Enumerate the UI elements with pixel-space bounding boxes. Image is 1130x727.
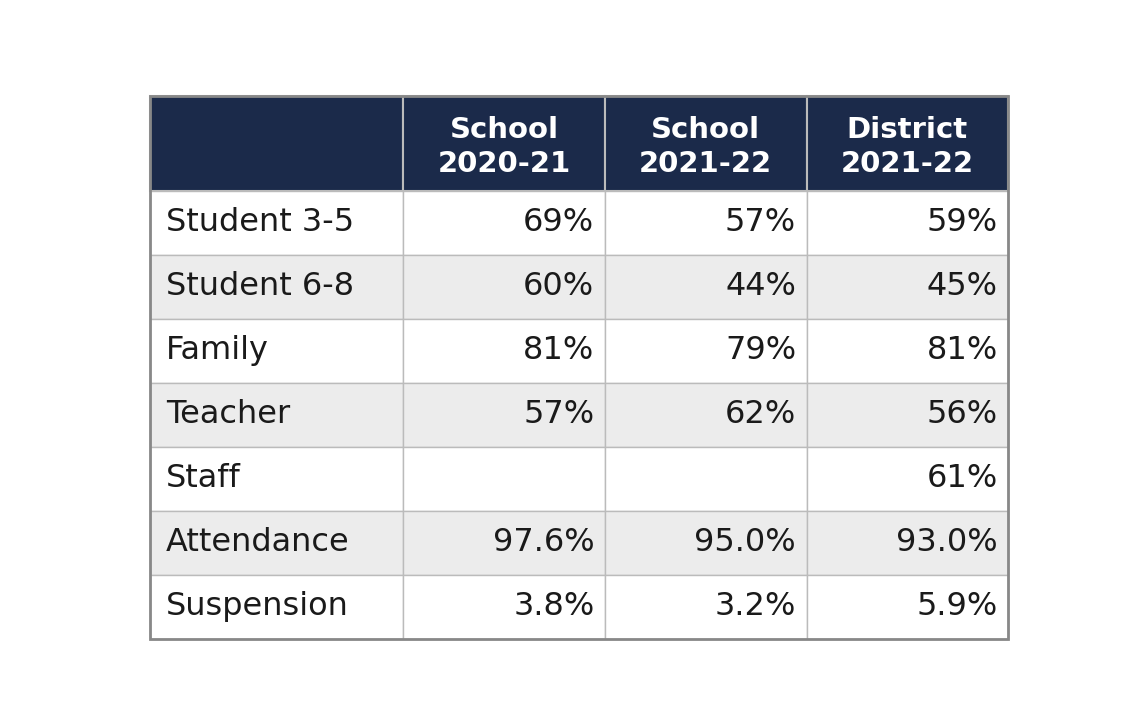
Text: 61%: 61%: [927, 463, 998, 494]
Text: Teacher: Teacher: [166, 399, 290, 430]
Bar: [605, 318, 807, 382]
Text: 44%: 44%: [725, 271, 796, 302]
Text: District: District: [846, 116, 968, 144]
Bar: [807, 96, 1008, 190]
Text: Attendance: Attendance: [166, 527, 349, 558]
Bar: [403, 254, 605, 318]
Bar: [403, 318, 605, 382]
Bar: [605, 190, 807, 254]
Bar: [605, 446, 807, 510]
Bar: [403, 510, 605, 574]
Bar: [150, 382, 403, 446]
Text: School: School: [450, 116, 558, 144]
Text: 57%: 57%: [725, 207, 796, 238]
Bar: [150, 318, 403, 382]
Bar: [807, 446, 1008, 510]
Text: 2020-21: 2020-21: [437, 150, 571, 178]
Text: Suspension: Suspension: [166, 591, 349, 622]
Text: 3.2%: 3.2%: [714, 591, 796, 622]
Bar: [605, 96, 807, 190]
Bar: [150, 254, 403, 318]
Bar: [807, 510, 1008, 574]
Bar: [150, 446, 403, 510]
Text: 2021-22: 2021-22: [640, 150, 772, 178]
Text: 3.8%: 3.8%: [513, 591, 594, 622]
Text: 2021-22: 2021-22: [841, 150, 974, 178]
Bar: [807, 318, 1008, 382]
Text: 69%: 69%: [523, 207, 594, 238]
Bar: [150, 96, 403, 190]
Text: Staff: Staff: [166, 463, 241, 494]
Text: 81%: 81%: [523, 335, 594, 366]
Bar: [605, 574, 807, 638]
Text: 59%: 59%: [927, 207, 998, 238]
Bar: [403, 446, 605, 510]
Text: Student 6-8: Student 6-8: [166, 271, 354, 302]
Bar: [403, 382, 605, 446]
Text: 81%: 81%: [927, 335, 998, 366]
Bar: [150, 510, 403, 574]
Text: 56%: 56%: [927, 399, 998, 430]
Text: 95.0%: 95.0%: [695, 527, 796, 558]
Text: School: School: [651, 116, 760, 144]
Text: 57%: 57%: [523, 399, 594, 430]
Bar: [403, 190, 605, 254]
Bar: [807, 574, 1008, 638]
Text: 79%: 79%: [725, 335, 796, 366]
Bar: [807, 382, 1008, 446]
Text: 5.9%: 5.9%: [916, 591, 998, 622]
Bar: [150, 574, 403, 638]
Text: 62%: 62%: [724, 399, 796, 430]
Text: 60%: 60%: [523, 271, 594, 302]
Text: 93.0%: 93.0%: [896, 527, 998, 558]
Bar: [605, 510, 807, 574]
Text: Family: Family: [166, 335, 269, 366]
Bar: [403, 96, 605, 190]
Text: 45%: 45%: [927, 271, 998, 302]
Bar: [403, 574, 605, 638]
Text: 97.6%: 97.6%: [493, 527, 594, 558]
Bar: [605, 254, 807, 318]
Bar: [150, 190, 403, 254]
Bar: [807, 254, 1008, 318]
Bar: [605, 382, 807, 446]
Bar: [807, 190, 1008, 254]
Text: Student 3-5: Student 3-5: [166, 207, 354, 238]
